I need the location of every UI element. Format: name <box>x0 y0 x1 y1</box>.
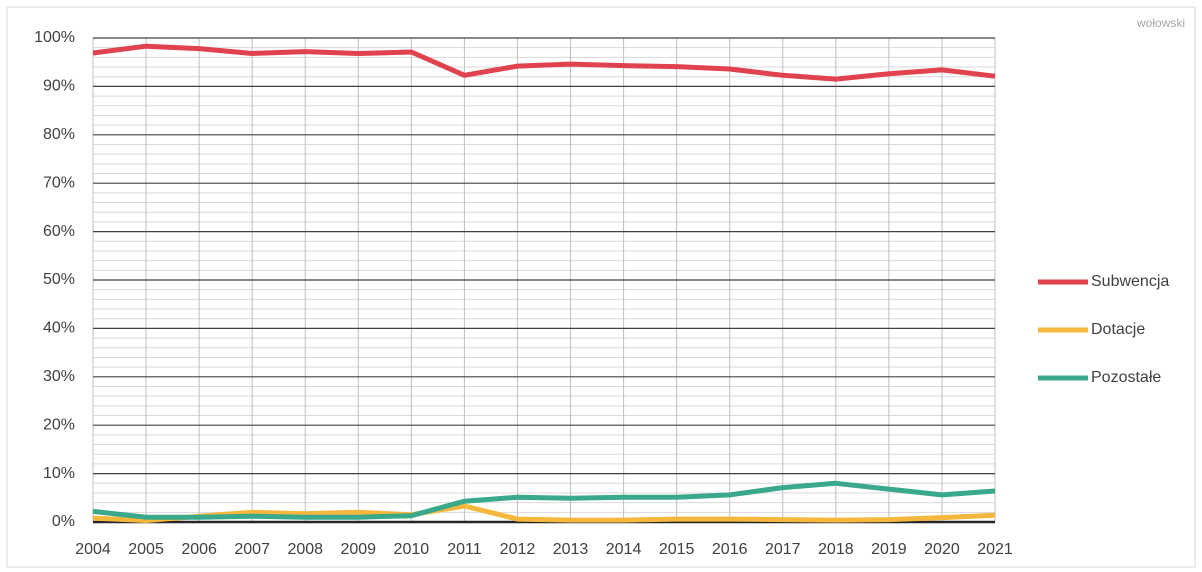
x-tick-label: 2010 <box>394 541 430 558</box>
series-line <box>92 503 996 523</box>
series-line <box>92 43 996 82</box>
y-tick-label: 10% <box>43 465 75 482</box>
y-tick-label: 0% <box>52 513 75 530</box>
x-tick-label: 2019 <box>871 541 907 558</box>
y-tick-label: 60% <box>43 223 75 240</box>
x-tick-label: 2006 <box>181 541 217 558</box>
legend-label: Dotacje <box>1091 321 1145 338</box>
x-tick-label: 2016 <box>712 541 748 558</box>
y-tick-label: 30% <box>43 368 75 385</box>
x-tick-label: 2007 <box>234 541 270 558</box>
y-tick-label: 100% <box>34 29 75 46</box>
legend-label: Subwencja <box>1091 273 1169 290</box>
x-tick-label: 2020 <box>924 541 960 558</box>
x-tick-label: 2018 <box>818 541 854 558</box>
series-line <box>92 480 996 520</box>
x-tick-label: 2009 <box>340 541 376 558</box>
x-tick-label: 2011 <box>447 541 482 558</box>
x-tick-label: 2021 <box>977 541 1013 558</box>
y-tick-label: 20% <box>43 416 75 433</box>
x-tick-label: 2012 <box>500 541 536 558</box>
y-tick-label: 80% <box>43 126 75 143</box>
x-tick-label: 2008 <box>287 541 323 558</box>
x-tick-label: 2004 <box>75 541 111 558</box>
x-tick-label: 2014 <box>606 541 642 558</box>
annotation: wołowski <box>1136 16 1185 30</box>
y-tick-label: 50% <box>43 271 75 288</box>
x-tick-label: 2005 <box>128 541 164 558</box>
x-tick-label: 2015 <box>659 541 695 558</box>
y-tick-label: 90% <box>43 78 75 95</box>
x-tick-label: 2017 <box>765 541 801 558</box>
legend-label: Pozostałe <box>1091 369 1161 386</box>
y-tick-label: 70% <box>43 174 75 191</box>
x-tick-label: 2013 <box>553 541 589 558</box>
y-tick-label: 40% <box>43 320 75 337</box>
